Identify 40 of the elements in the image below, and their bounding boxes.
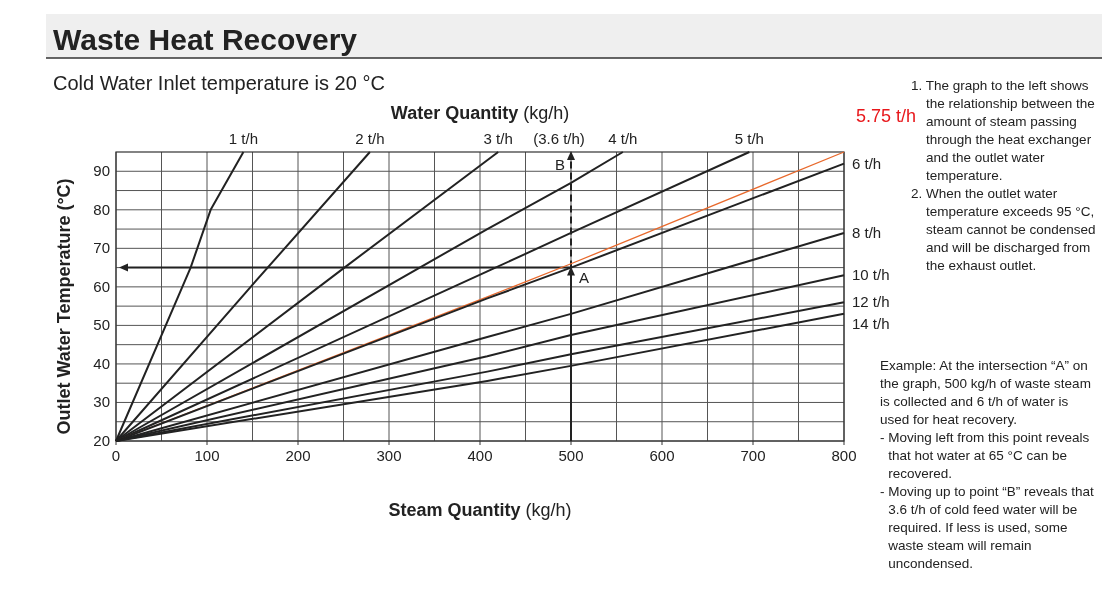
x-tick-label: 300 xyxy=(376,447,402,464)
chart-subtitle: Cold Water Inlet temperature is 20 °C xyxy=(53,72,385,94)
chart-title: Waste Heat Recovery xyxy=(53,23,358,56)
y-tick-label: 60 xyxy=(93,277,110,295)
x-tick-label: 800 xyxy=(831,447,857,464)
text: - Moving up to point “B” reveals that 3.6 t/h of cold feed water will be required. If less is used, some waste steam will remain uncondensed. xyxy=(880,484,1095,571)
y-tick-label: 90 xyxy=(93,162,110,180)
x-tick-label: 0 xyxy=(111,447,121,464)
x-tick-label: 500 xyxy=(558,447,584,464)
series-label: 1 t/h xyxy=(228,130,258,147)
series-label: 10 t/h xyxy=(852,266,890,284)
y-tick-label: 50 xyxy=(93,316,110,334)
y-axis-title: Outlet Water Temperature (°C) xyxy=(54,178,74,435)
y-tick-label: 80 xyxy=(93,200,110,218)
series-label: 3 t/h xyxy=(483,130,513,147)
y-tick-label: 40 xyxy=(93,354,110,372)
x-tick-label: 600 xyxy=(649,447,675,464)
x-tick-label: 700 xyxy=(740,447,766,464)
x-axis-title: Steam Quantity (kg/h) xyxy=(388,500,572,520)
series-label: 2 t/h xyxy=(355,130,385,147)
x-tick-label: 200 xyxy=(285,447,311,464)
text: 2. When the outlet water temperature exceeds 95 °C, steam cannot be condensed and will be discharged from the exhaust outlet. xyxy=(911,186,1096,273)
x-tick-label: 100 xyxy=(194,447,220,464)
series-label: 5.75 t/h xyxy=(855,106,916,126)
y-tick-label: 20 xyxy=(93,432,110,449)
series-label: 12 t/h xyxy=(852,293,890,311)
annotation: A xyxy=(579,268,590,286)
text: - Moving left from this point reveals that hot water at 65 °C can be recovered. xyxy=(880,430,1090,481)
series-label: 6 t/h xyxy=(852,154,882,172)
y-tick-label: 30 xyxy=(93,393,110,411)
series-label: 14 t/h xyxy=(852,315,890,333)
annotation: B xyxy=(554,156,565,173)
text: Example: At the intersection “A” on the graph, 500 kg/h of waste steam is collected and 6 t/h of water is used for heat recovery. xyxy=(880,358,1091,427)
x-tick-label: 400 xyxy=(467,447,493,464)
text: (3.6 t/h) xyxy=(533,130,585,147)
x2-axis-title: Water Quantity (kg/h) xyxy=(390,103,570,123)
y-tick-label: 70 xyxy=(93,239,110,257)
series-label: 4 t/h xyxy=(608,130,638,147)
series-label: 8 t/h xyxy=(852,223,882,241)
series-label: 5 t/h xyxy=(734,130,764,147)
